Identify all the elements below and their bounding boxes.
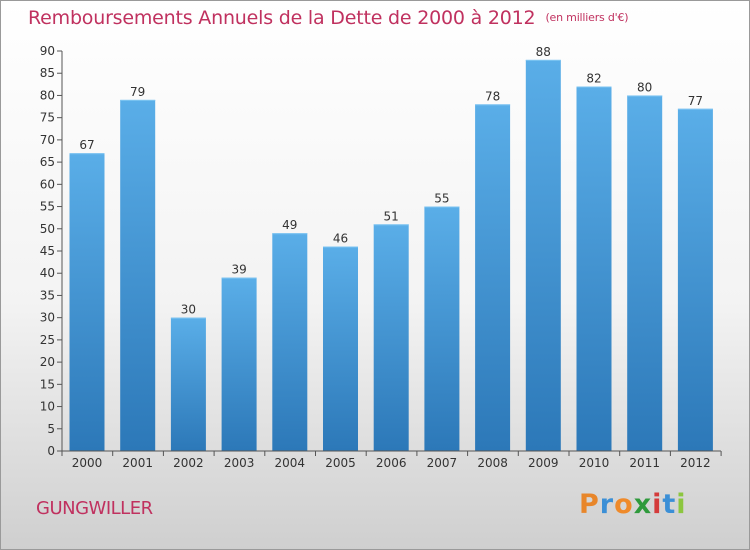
bar — [475, 104, 511, 451]
bar-value-label: 55 — [434, 192, 449, 206]
bar-value-label: 79 — [130, 85, 145, 99]
bar-value-label: 88 — [536, 45, 551, 59]
y-tick-label: 50 — [40, 222, 55, 236]
y-tick-label: 40 — [40, 266, 55, 280]
x-tick-label: 2010 — [579, 456, 610, 470]
bar-value-label: 30 — [181, 303, 196, 317]
y-tick-label: 60 — [40, 177, 55, 191]
bar-value-label: 67 — [79, 138, 94, 152]
y-tick-label: 5 — [47, 422, 55, 436]
logo-letter: i — [652, 489, 663, 520]
x-tick-label: 2011 — [629, 456, 660, 470]
bar — [170, 317, 206, 451]
y-tick-label: 90 — [40, 44, 55, 58]
y-tick-label: 85 — [40, 66, 55, 80]
bar-value-label: 77 — [688, 94, 703, 108]
bar — [627, 95, 663, 451]
bar — [69, 153, 105, 451]
x-tick-label: 2009 — [528, 456, 559, 470]
y-tick-label: 65 — [40, 155, 55, 169]
logo-letter: x — [633, 489, 653, 520]
place-name: GUNGWILLER — [36, 498, 153, 519]
y-tick-label: 55 — [40, 200, 55, 214]
bar — [120, 99, 156, 451]
bar-value-label: 49 — [282, 218, 297, 232]
bar — [525, 59, 561, 452]
bar-value-label: 51 — [384, 209, 399, 223]
y-tick-label: 75 — [40, 111, 55, 125]
unit-label: (en milliers d'€) — [545, 11, 629, 24]
bar-value-label: 46 — [333, 232, 348, 246]
bar — [576, 86, 612, 452]
y-tick-label: 20 — [40, 355, 55, 369]
x-tick-label: 2008 — [477, 456, 508, 470]
proxiti-logo: Proxiti — [579, 489, 687, 520]
x-tick-label: 2004 — [275, 456, 306, 470]
y-tick-label: 45 — [40, 244, 55, 258]
logo-letter: t — [662, 489, 677, 520]
bar-value-label: 78 — [485, 89, 500, 103]
bar — [677, 108, 713, 452]
x-tick-label: 2005 — [325, 456, 356, 470]
bar — [272, 233, 308, 451]
bar-value-label: 39 — [231, 263, 246, 277]
bar — [221, 277, 257, 451]
y-tick-label: 30 — [40, 311, 55, 325]
logo-letter: P — [579, 489, 600, 520]
bar-value-label: 80 — [637, 80, 652, 94]
y-tick-label: 10 — [40, 400, 55, 414]
y-tick-label: 15 — [40, 377, 55, 391]
logo-letter: o — [614, 489, 634, 520]
y-axis: 0 5 10 15 20 25 30 35 40 45 50 55 60 65 70 75 80 85 90 — [40, 44, 63, 458]
x-tick-label: 2000 — [72, 456, 103, 470]
y-tick-label: 80 — [40, 88, 55, 102]
x-tick-label: 2003 — [224, 456, 255, 470]
logo-letter: i — [676, 489, 687, 520]
bar — [424, 206, 460, 451]
logo-letter: r — [599, 489, 615, 520]
bar — [323, 246, 358, 451]
bar-value-label: 82 — [586, 72, 601, 86]
bars-group: 67 79 30 39 49 46 51 55 78 88 82 80 77 — [69, 45, 713, 452]
x-tick-label: 2007 — [427, 456, 458, 470]
y-tick-label: 0 — [47, 444, 55, 458]
y-tick-label: 70 — [40, 133, 55, 147]
x-tick-label: 2006 — [376, 456, 407, 470]
x-tick-label: 2002 — [173, 456, 204, 470]
y-tick-label: 25 — [40, 333, 55, 347]
bar — [373, 224, 409, 451]
x-tick-label: 2001 — [122, 456, 153, 470]
chart-title: Remboursements Annuels de la Dette de 20… — [28, 7, 629, 29]
title-text: Remboursements Annuels de la Dette de 20… — [28, 7, 536, 29]
y-tick-label: 35 — [40, 288, 55, 302]
x-tick-label: 2012 — [680, 456, 711, 470]
x-axis: 2000 2001 2002 2003 2004 2005 2006 2007 2008 2009… — [61, 450, 722, 470]
